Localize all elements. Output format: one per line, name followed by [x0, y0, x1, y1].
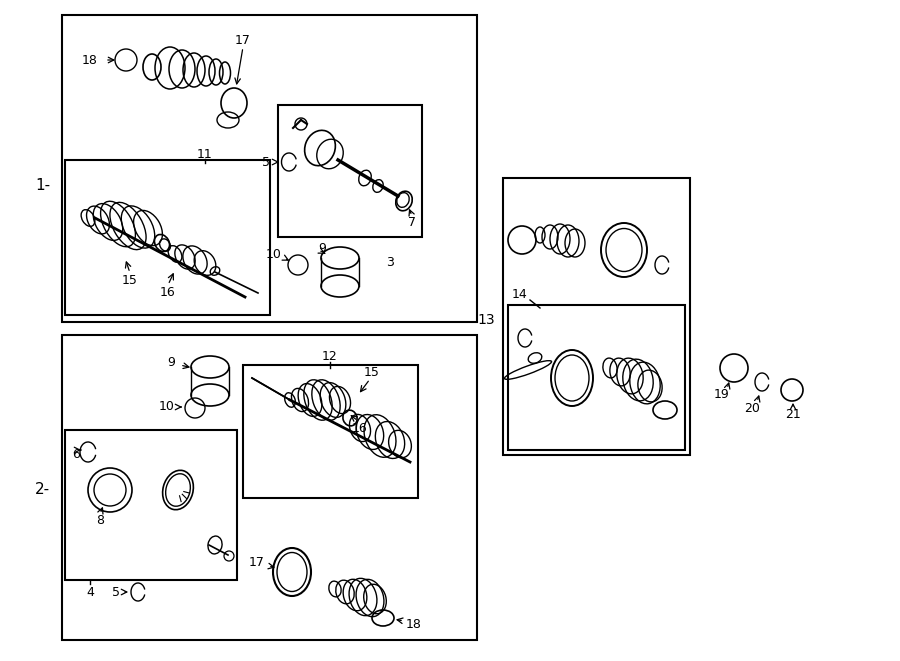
- Bar: [243, 365, 418, 498]
- Text: 20: 20: [744, 401, 760, 414]
- Text: 7: 7: [408, 215, 416, 229]
- Bar: [278, 105, 422, 237]
- Bar: [62, 335, 477, 640]
- Text: 18: 18: [82, 54, 98, 67]
- Bar: [62, 15, 477, 322]
- Text: 12: 12: [322, 350, 338, 362]
- Text: 9: 9: [167, 356, 175, 368]
- Text: 17: 17: [235, 34, 251, 46]
- Text: 5: 5: [112, 586, 120, 598]
- Text: 19: 19: [714, 389, 730, 401]
- Bar: [65, 430, 237, 580]
- Text: 14: 14: [512, 288, 528, 301]
- Text: 16: 16: [352, 422, 368, 434]
- Text: 15: 15: [122, 274, 138, 286]
- Text: 2-: 2-: [35, 483, 50, 498]
- Text: 15: 15: [364, 366, 380, 379]
- Text: 3: 3: [386, 256, 394, 268]
- Text: 11: 11: [197, 149, 213, 161]
- Text: 4: 4: [86, 586, 94, 598]
- Text: 21: 21: [785, 408, 801, 422]
- Text: 10: 10: [159, 401, 175, 414]
- Text: 9: 9: [318, 241, 326, 254]
- Text: 5: 5: [262, 155, 270, 169]
- Bar: [508, 305, 685, 450]
- Bar: [503, 178, 690, 455]
- Text: 8: 8: [96, 514, 104, 527]
- Text: 16: 16: [160, 286, 176, 299]
- Bar: [65, 160, 270, 315]
- Text: 1-: 1-: [35, 178, 50, 192]
- Text: 6: 6: [72, 449, 80, 461]
- Text: 17: 17: [249, 557, 265, 570]
- Text: 10: 10: [266, 249, 282, 262]
- Text: 18: 18: [406, 617, 422, 631]
- Text: 13: 13: [477, 313, 495, 327]
